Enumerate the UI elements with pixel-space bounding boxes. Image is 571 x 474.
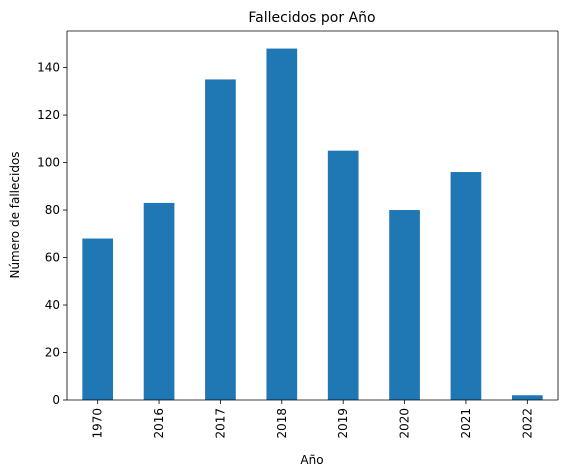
x-axis-ticks: 1970 2016 2017 2018 2019 2020 2021 2022 xyxy=(91,400,534,439)
x-tick-label: 2019 xyxy=(336,408,350,439)
x-tick-label: 2018 xyxy=(275,408,289,439)
chart-title: Fallecidos por Año xyxy=(248,10,375,26)
y-tick-label: 40 xyxy=(45,298,60,312)
y-tick-label: 100 xyxy=(37,156,60,170)
y-tick-label: 120 xyxy=(37,108,60,122)
bar-2022 xyxy=(511,395,543,400)
y-tick-label: 140 xyxy=(37,61,60,75)
bar-1970 xyxy=(82,238,114,400)
bar-2018 xyxy=(266,48,298,400)
x-tick-label: 2017 xyxy=(213,408,227,439)
bars-group xyxy=(82,48,543,400)
bar-2021 xyxy=(450,172,482,400)
x-tick-label: 2020 xyxy=(398,408,412,439)
x-axis-label: Año xyxy=(300,453,323,467)
x-tick-label: 2022 xyxy=(520,408,534,439)
y-tick-label: 60 xyxy=(45,251,60,265)
bar-2019 xyxy=(327,150,359,400)
y-axis-ticks: 0 20 40 60 80 100 120 140 xyxy=(37,61,67,407)
y-tick-label: 80 xyxy=(45,203,60,217)
bar-2020 xyxy=(389,210,420,400)
x-tick-label: 1970 xyxy=(91,408,105,439)
bar-2016 xyxy=(143,202,175,400)
y-axis-label: Número de fallecidos xyxy=(8,151,22,278)
x-tick-label: 2021 xyxy=(459,408,473,439)
bar-2017 xyxy=(205,79,236,400)
y-tick-label: 20 xyxy=(45,346,60,360)
y-tick-label: 0 xyxy=(52,393,60,407)
x-tick-label: 2016 xyxy=(152,408,166,439)
